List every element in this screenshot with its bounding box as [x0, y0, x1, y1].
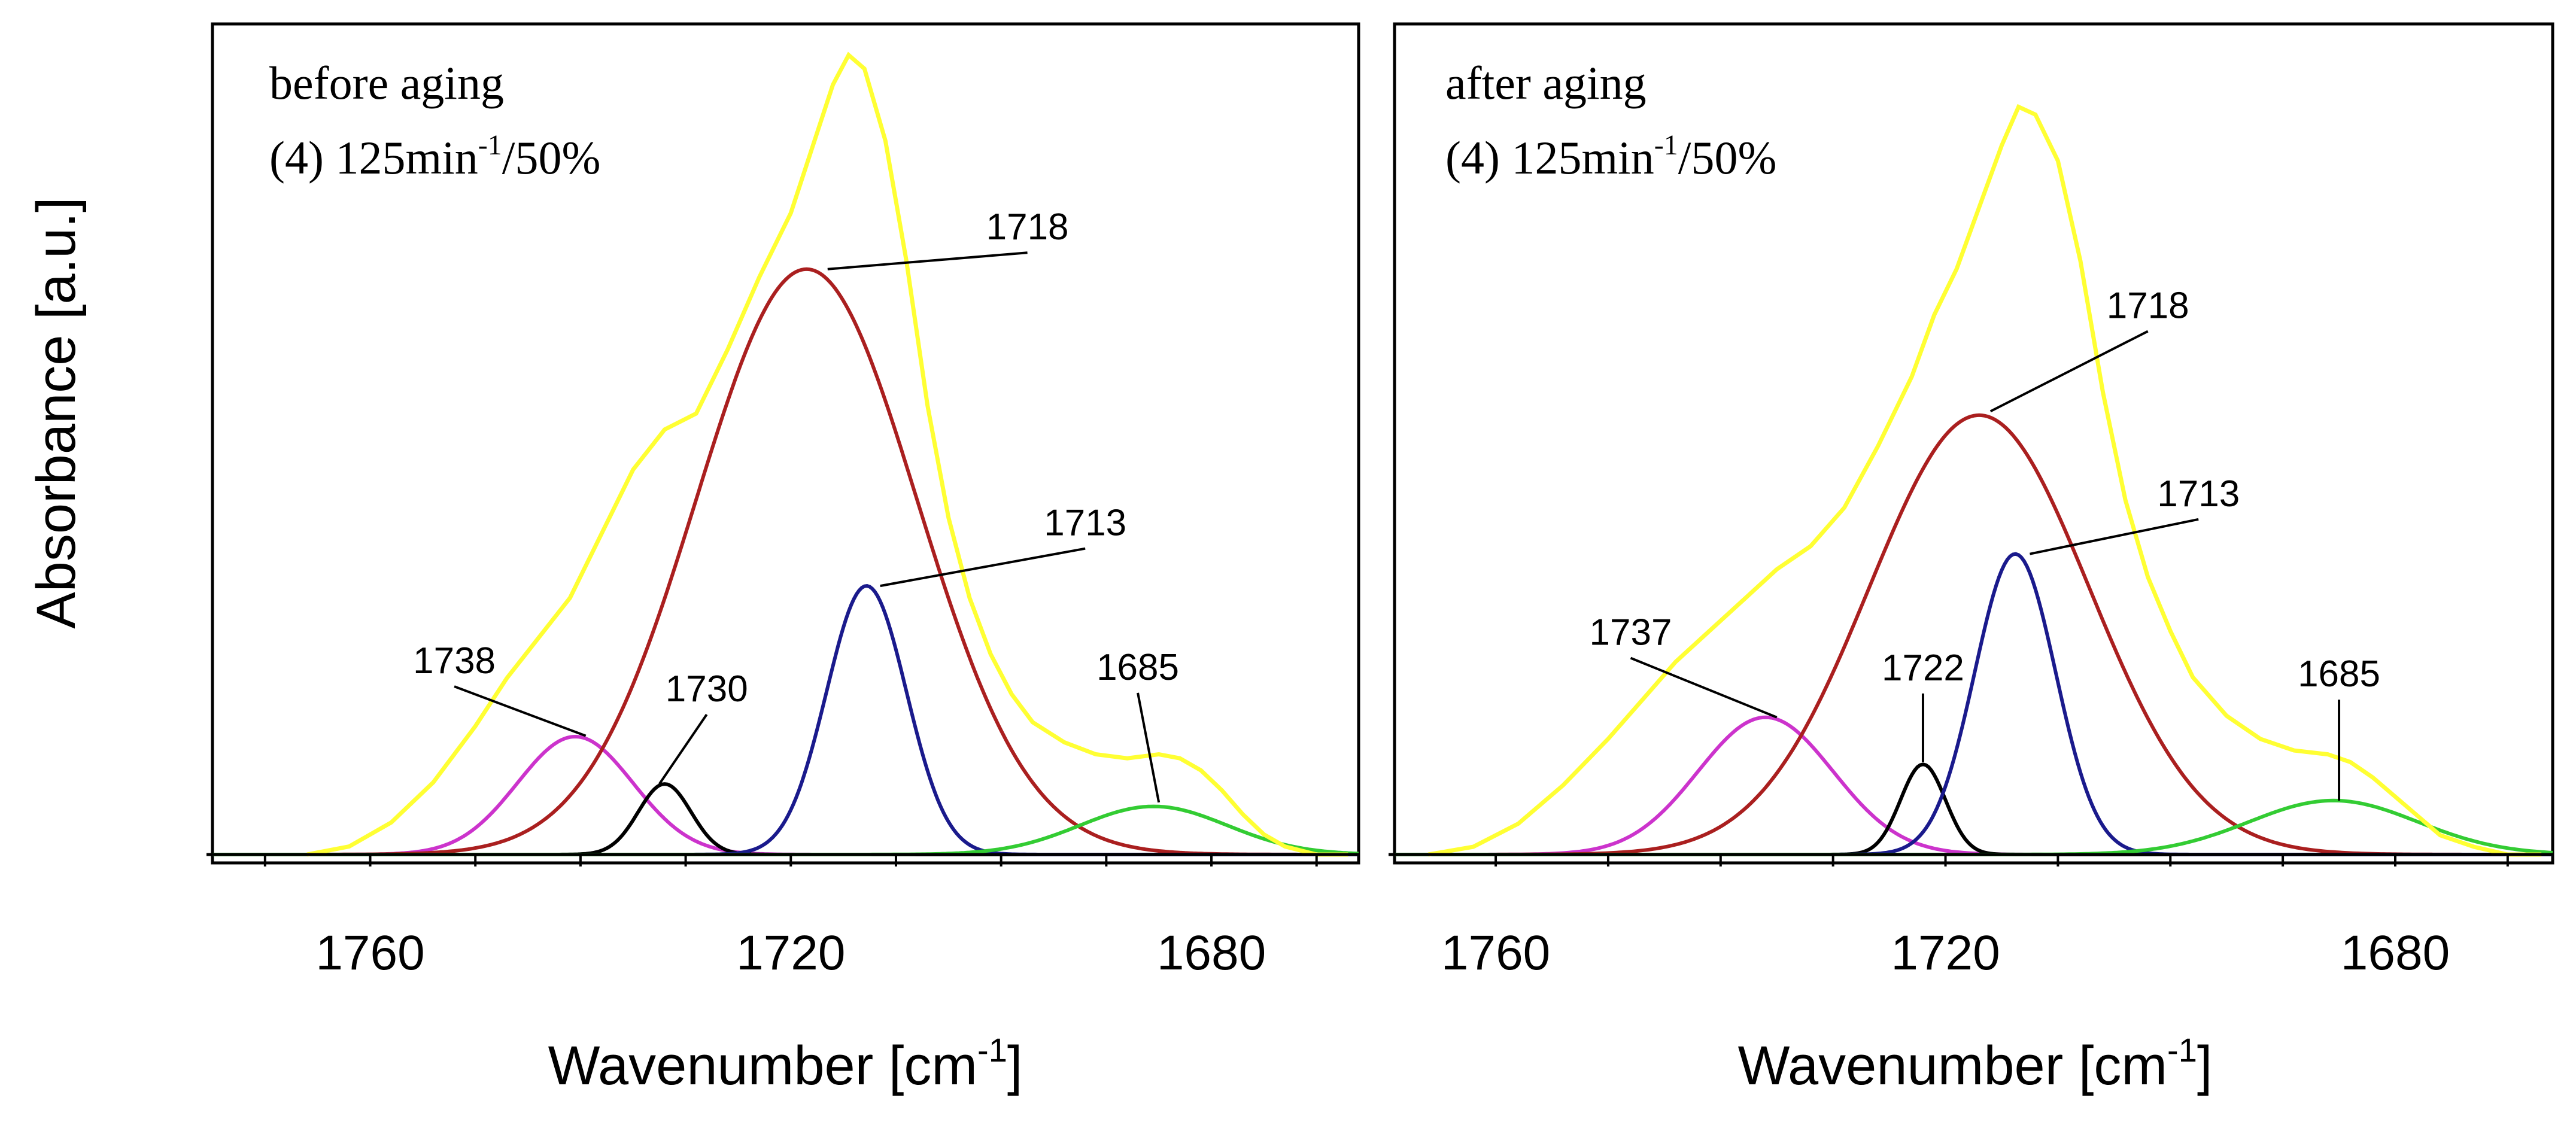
annotation-leader-1713-right [2030, 518, 2199, 555]
annotation-label-1738-left: 1738 [413, 640, 496, 682]
x-axis-title-main-left: Wavenumber [cm [548, 1035, 977, 1096]
panel-title-prefix-left: (4) 125min [269, 132, 478, 184]
annotation-leader-1718-right [1989, 330, 2149, 413]
x-axis-title-main-right: Wavenumber [cm [1738, 1035, 2167, 1096]
x-tick-label-left: 1720 [736, 926, 845, 980]
annotation-leader-1685-left [1137, 692, 1161, 803]
panel-title-sup-right: -1 [1654, 129, 1678, 161]
x-axis-title-left: Wavenumber [cm-1] [548, 1031, 1023, 1096]
annotation-leader-1718-left [827, 251, 1028, 270]
envelope-sum-right [1427, 104, 2542, 857]
annotation-label-1722-right: 1722 [1882, 647, 1964, 689]
panel-title-line1-right: after aging [1445, 57, 1647, 109]
x-tick-label-left: 1680 [1157, 926, 1266, 980]
x-tick-label-right: 1680 [2341, 926, 2450, 980]
x-tick-label-left: 1760 [315, 926, 424, 980]
x-axis-right: 1760 1720 1680 [1389, 853, 2553, 980]
annotation-label-1737-right: 1737 [1590, 612, 1672, 653]
x-tick-label-right: 1720 [1891, 926, 2000, 980]
y-axis-title: Absorbance [a.u.] [26, 197, 87, 628]
annotation-label-1685-right: 1685 [2298, 653, 2380, 695]
panel-title-suffix-right: /50% [1678, 132, 1777, 184]
x-axis-title-close-left: ] [1007, 1035, 1023, 1096]
x-tick-label-right: 1760 [1441, 926, 1550, 980]
annotations-right: 1737 1722 1718 1713 1685 [1590, 285, 2380, 801]
panel-title-line2-left: (4) 125min-1/50% [269, 129, 600, 184]
annotation-label-1730-left: 1730 [666, 668, 748, 710]
annotation-leader-1737-right [1630, 656, 1778, 719]
panel-after-aging: 1760 1720 1680 1737 1722 1718 1713 1685 after … [1389, 22, 2554, 1096]
panel-title-sup-left: -1 [478, 129, 502, 161]
panel-title-line2-right: (4) 125min-1/50% [1445, 129, 1776, 184]
x-axis-title-sup-right: -1 [2167, 1031, 2197, 1069]
panel-title-line1-left: before aging [269, 57, 504, 109]
panel-title-suffix-left: /50% [502, 132, 601, 184]
annotation-leader-1730-left [658, 713, 708, 785]
x-axis-left: 1760 1720 1680 [206, 853, 1359, 980]
annotations-left: 1738 1730 1718 1713 1685 [413, 206, 1179, 803]
plot-frame-left [211, 22, 1360, 865]
x-axis-title-close-right: ] [2197, 1035, 2213, 1096]
annotation-label-1718-right: 1718 [2107, 285, 2189, 327]
x-axis-title-sup-left: -1 [977, 1031, 1007, 1069]
annotation-label-1713-left: 1713 [1044, 503, 1126, 544]
annotation-label-1713-right: 1713 [2157, 473, 2240, 515]
envelope-sum-left [306, 51, 1348, 857]
x-axis-title-right: Wavenumber [cm-1] [1738, 1031, 2213, 1096]
annotation-leader-1738-left [454, 685, 587, 737]
annotation-label-1685-left: 1685 [1096, 647, 1179, 688]
plot-frame-right [1393, 22, 2554, 865]
panel-title-prefix-right: (4) 125min [1445, 132, 1654, 184]
annotation-leader-1713-left [880, 547, 1086, 588]
panel-before-aging: 1760 1720 1680 1738 1730 1718 1713 1685 before… [206, 22, 1360, 1096]
annotation-label-1718-left: 1718 [986, 206, 1069, 248]
